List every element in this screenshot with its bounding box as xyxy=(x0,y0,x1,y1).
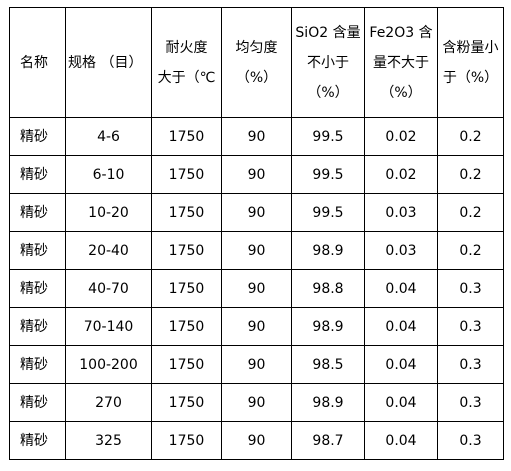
cell-spec: 100-200 xyxy=(65,345,152,384)
header-name: 名称 xyxy=(9,7,66,118)
cell-name: 精砂 xyxy=(9,117,66,156)
cell-name: 精砂 xyxy=(9,421,66,460)
cell-name: 精砂 xyxy=(9,307,66,346)
cell-sio2: 99.5 xyxy=(291,117,365,156)
cell-powder: 0.2 xyxy=(437,155,504,194)
table-row: 精砂 100-200 1750 90 98.5 0.04 0.3 xyxy=(9,345,504,384)
cell-powder: 0.3 xyxy=(437,307,504,346)
header-uniformity: 均匀度 （%） xyxy=(221,7,292,118)
cell-powder: 0.3 xyxy=(437,421,504,460)
cell-refractory: 1750 xyxy=(151,155,222,194)
header-spec: 规格 （目） xyxy=(65,7,152,118)
cell-fe2o3: 0.02 xyxy=(364,117,438,156)
cell-refractory: 1750 xyxy=(151,383,222,422)
cell-powder: 0.3 xyxy=(437,383,504,422)
table-row: 精砂 20-40 1750 90 98.9 0.03 0.2 xyxy=(9,231,504,270)
cell-spec: 325 xyxy=(65,421,152,460)
cell-name: 精砂 xyxy=(9,155,66,194)
table-row: 精砂 4-6 1750 90 99.5 0.02 0.2 xyxy=(9,117,504,156)
cell-sio2: 98.8 xyxy=(291,269,365,308)
cell-refractory: 1750 xyxy=(151,117,222,156)
header-fe2o3: Fe2O3 含 量不大于 （%） xyxy=(364,7,438,118)
table-row: 精砂 40-70 1750 90 98.8 0.04 0.3 xyxy=(9,269,504,308)
cell-fe2o3: 0.04 xyxy=(364,307,438,346)
cell-powder: 0.3 xyxy=(437,345,504,384)
cell-uniformity: 90 xyxy=(221,155,292,194)
cell-sio2: 98.9 xyxy=(291,307,365,346)
cell-refractory: 1750 xyxy=(151,421,222,460)
table-row: 精砂 270 1750 90 98.9 0.04 0.3 xyxy=(9,383,504,422)
cell-spec: 270 xyxy=(65,383,152,422)
cell-fe2o3: 0.04 xyxy=(364,269,438,308)
cell-uniformity: 90 xyxy=(221,231,292,270)
cell-sio2: 99.5 xyxy=(291,155,365,194)
cell-spec: 10-20 xyxy=(65,193,152,232)
cell-name: 精砂 xyxy=(9,193,66,232)
cell-powder: 0.2 xyxy=(437,231,504,270)
cell-name: 精砂 xyxy=(9,269,66,308)
cell-sio2: 98.9 xyxy=(291,231,365,270)
cell-uniformity: 90 xyxy=(221,269,292,308)
header-powder: 含粉量小 于（%） xyxy=(437,7,504,118)
cell-refractory: 1750 xyxy=(151,345,222,384)
cell-sio2: 99.5 xyxy=(291,193,365,232)
cell-refractory: 1750 xyxy=(151,231,222,270)
table-row: 精砂 325 1750 90 98.7 0.04 0.3 xyxy=(9,421,504,460)
cell-name: 精砂 xyxy=(9,345,66,384)
cell-fe2o3: 0.02 xyxy=(364,155,438,194)
cell-uniformity: 90 xyxy=(221,307,292,346)
cell-spec: 4-6 xyxy=(65,117,152,156)
cell-fe2o3: 0.04 xyxy=(364,383,438,422)
cell-fe2o3: 0.04 xyxy=(364,345,438,384)
cell-refractory: 1750 xyxy=(151,269,222,308)
cell-sio2: 98.5 xyxy=(291,345,365,384)
cell-uniformity: 90 xyxy=(221,383,292,422)
cell-uniformity: 90 xyxy=(221,117,292,156)
table-row: 精砂 6-10 1750 90 99.5 0.02 0.2 xyxy=(9,155,504,194)
cell-spec: 40-70 xyxy=(65,269,152,308)
cell-uniformity: 90 xyxy=(221,345,292,384)
cell-spec: 20-40 xyxy=(65,231,152,270)
cell-name: 精砂 xyxy=(9,231,66,270)
cell-sio2: 98.7 xyxy=(291,421,365,460)
cell-uniformity: 90 xyxy=(221,193,292,232)
cell-name: 精砂 xyxy=(9,383,66,422)
cell-powder: 0.3 xyxy=(437,269,504,308)
specification-table: 名称 规格 （目） 耐火度 大于（℃ 均匀度 （%） SiO2 含量 xyxy=(9,7,504,460)
cell-refractory: 1750 xyxy=(151,307,222,346)
cell-fe2o3: 0.04 xyxy=(364,421,438,460)
cell-refractory: 1750 xyxy=(151,193,222,232)
header-refractory: 耐火度 大于（℃ xyxy=(151,7,222,118)
cell-spec: 70-140 xyxy=(65,307,152,346)
cell-fe2o3: 0.03 xyxy=(364,193,438,232)
cell-powder: 0.2 xyxy=(437,193,504,232)
table-row: 精砂 70-140 1750 90 98.9 0.04 0.3 xyxy=(9,307,504,346)
cell-powder: 0.2 xyxy=(437,117,504,156)
cell-uniformity: 90 xyxy=(221,421,292,460)
cell-sio2: 98.9 xyxy=(291,383,365,422)
table-row: 精砂 10-20 1750 90 99.5 0.03 0.2 xyxy=(9,193,504,232)
header-row: 名称 规格 （目） 耐火度 大于（℃ 均匀度 （%） SiO2 含量 xyxy=(9,7,504,118)
cell-spec: 6-10 xyxy=(65,155,152,194)
header-sio2: SiO2 含量 不小于 （%） xyxy=(291,7,365,118)
cell-fe2o3: 0.03 xyxy=(364,231,438,270)
